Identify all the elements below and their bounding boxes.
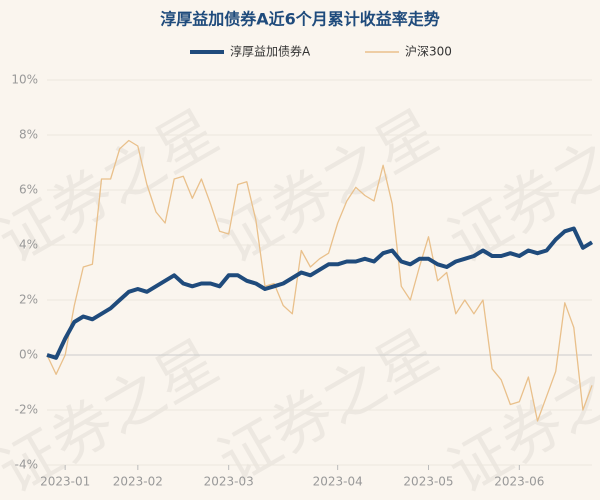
x-tick-label: 2023-03	[204, 475, 254, 489]
x-tick-label: 2023-01	[40, 475, 90, 489]
y-tick-label: 4%	[19, 238, 38, 252]
watermark: 证券之星	[437, 97, 600, 278]
x-tick-label: 2023-05	[403, 475, 453, 489]
legend-label: 淳厚益加债券A	[230, 44, 311, 59]
x-tick-label: 2023-02	[113, 475, 163, 489]
x-tick-label: 2023-06	[494, 475, 544, 489]
legend-label: 沪深300	[405, 45, 452, 59]
x-tick-label: 2023-04	[313, 475, 363, 489]
series-line	[46, 139, 593, 422]
chart-title: 淳厚益加债券A近6个月累计收益率走势	[160, 10, 440, 29]
y-tick-label: -2%	[15, 403, 38, 417]
series-line	[46, 226, 594, 360]
y-tick-label: 10%	[11, 73, 38, 87]
y-tick-label: -4%	[15, 458, 38, 472]
y-tick-label: 2%	[19, 293, 38, 307]
y-tick-label: 8%	[19, 128, 38, 142]
y-tick-label: 6%	[19, 183, 38, 197]
y-tick-label: 0%	[19, 348, 38, 362]
watermark: 证券之星	[207, 317, 450, 498]
watermark: 证券之星	[207, 97, 450, 278]
